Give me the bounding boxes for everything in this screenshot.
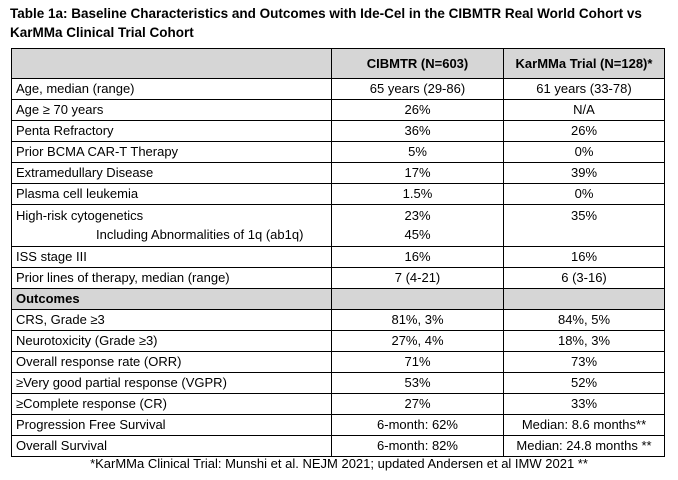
karmma-value: 35% [503,204,665,247]
table-row: Prior BCMA CAR-T Therapy 5% 0% [11,141,665,163]
table-row: Overall response rate (ORR) 71% 73% [11,351,665,373]
cibmtr-value: 6-month: 62% [331,414,504,436]
karmma-value: 33% [503,393,665,415]
row-sublabel: Including Abnormalities of 1q (ab1q) [96,227,304,242]
header-row: CIBMTR (N=603) KarMMa Trial (N=128)* [11,48,665,79]
table-row: Neurotoxicity (Grade ≥3) 27%, 4% 18%, 3% [11,330,665,352]
cibmtr-value: 16% [331,246,504,268]
table-row: ≥Very good partial response (VGPR) 53% 5… [11,372,665,394]
row-label: ≥Complete response (CR) [11,393,332,415]
table-row: Plasma cell leukemia 1.5% 0% [11,183,665,205]
row-label: Progression Free Survival [11,414,332,436]
cibmtr-value-cell: 23% 45% [331,204,504,247]
karmma-value: 16% [503,246,665,268]
section-blank [503,288,665,310]
row-label: Overall Survival [11,435,332,457]
karmma-value: Median: 8.6 months** [503,414,665,436]
footnote: *KarMMa Clinical Trial: Munshi et al. NE… [90,456,588,471]
header-karmma: KarMMa Trial (N=128)* [503,48,665,79]
row-label: ISS stage III [11,246,332,268]
row-label: High-risk cytogenetics [16,208,144,223]
row-label: Neurotoxicity (Grade ≥3) [11,330,332,352]
table-row: Progression Free Survival 6-month: 62% M… [11,414,665,436]
table-row: Prior lines of therapy, median (range) 7… [11,267,665,289]
header-blank [11,48,332,79]
cytogenetics-label-cell: High-risk cytogenetics Including Abnorma… [11,204,332,247]
cibmtr-value: 5% [331,141,504,163]
table-title: Table 1a: Baseline Characteristics and O… [10,6,642,40]
cibmtr-value: 6-month: 82% [331,435,504,457]
row-label: ≥Very good partial response (VGPR) [11,372,332,394]
row-label: Prior BCMA CAR-T Therapy [11,141,332,163]
section-blank [331,288,504,310]
cibmtr-subvalue: 45% [404,227,431,242]
row-label: Penta Refractory [11,120,332,142]
row-label: Prior lines of therapy, median (range) [11,267,332,289]
cibmtr-value: 27%, 4% [331,330,504,352]
karmma-value: 26% [503,120,665,142]
cibmtr-value: 36% [331,120,504,142]
row-label: Age ≥ 70 years [11,99,332,121]
cibmtr-value: 7 (4-21) [331,267,504,289]
karmma-value: 6 (3-16) [503,267,665,289]
table-row: Age, median (range) 65 years (29-86) 61 … [11,78,665,100]
row-label: Overall response rate (ORR) [11,351,332,373]
cibmtr-value: 1.5% [331,183,504,205]
table-row: Overall Survival 6-month: 82% Median: 24… [11,435,665,457]
results-table: CIBMTR (N=603) KarMMa Trial (N=128)* Age… [11,48,665,457]
cibmtr-value: 17% [331,162,504,184]
table-row: ≥Complete response (CR) 27% 33% [11,393,665,415]
table-row: ISS stage III 16% 16% [11,246,665,268]
cibmtr-value: 53% [331,372,504,394]
karmma-value: 18%, 3% [503,330,665,352]
cibmtr-value: 23% [404,208,431,223]
karmma-value: Median: 24.8 months ** [503,435,665,457]
outcomes-heading: Outcomes [11,288,332,310]
karmma-value: 39% [503,162,665,184]
table-row: Age ≥ 70 years 26% N/A [11,99,665,121]
karmma-value: 61 years (33-78) [503,78,665,100]
row-label: Plasma cell leukemia [11,183,332,205]
cibmtr-value: 65 years (29-86) [331,78,504,100]
table-row: Penta Refractory 36% 26% [11,120,665,142]
karmma-value: 0% [503,183,665,205]
karmma-value: N/A [503,99,665,121]
row-label: CRS, Grade ≥3 [11,309,332,331]
cibmtr-value: 27% [331,393,504,415]
cibmtr-value: 81%, 3% [331,309,504,331]
karmma-value: 73% [503,351,665,373]
cibmtr-value: 26% [331,99,504,121]
outcomes-section-row: Outcomes [11,288,665,310]
table-row: CRS, Grade ≥3 81%, 3% 84%, 5% [11,309,665,331]
karmma-value: 0% [503,141,665,163]
cytogenetics-row: High-risk cytogenetics Including Abnorma… [11,204,665,247]
karmma-value: 84%, 5% [503,309,665,331]
row-label: Extramedullary Disease [11,162,332,184]
table-row: Extramedullary Disease 17% 39% [11,162,665,184]
karmma-value: 52% [503,372,665,394]
header-cibmtr: CIBMTR (N=603) [331,48,504,79]
row-label: Age, median (range) [11,78,332,100]
cibmtr-value: 71% [331,351,504,373]
